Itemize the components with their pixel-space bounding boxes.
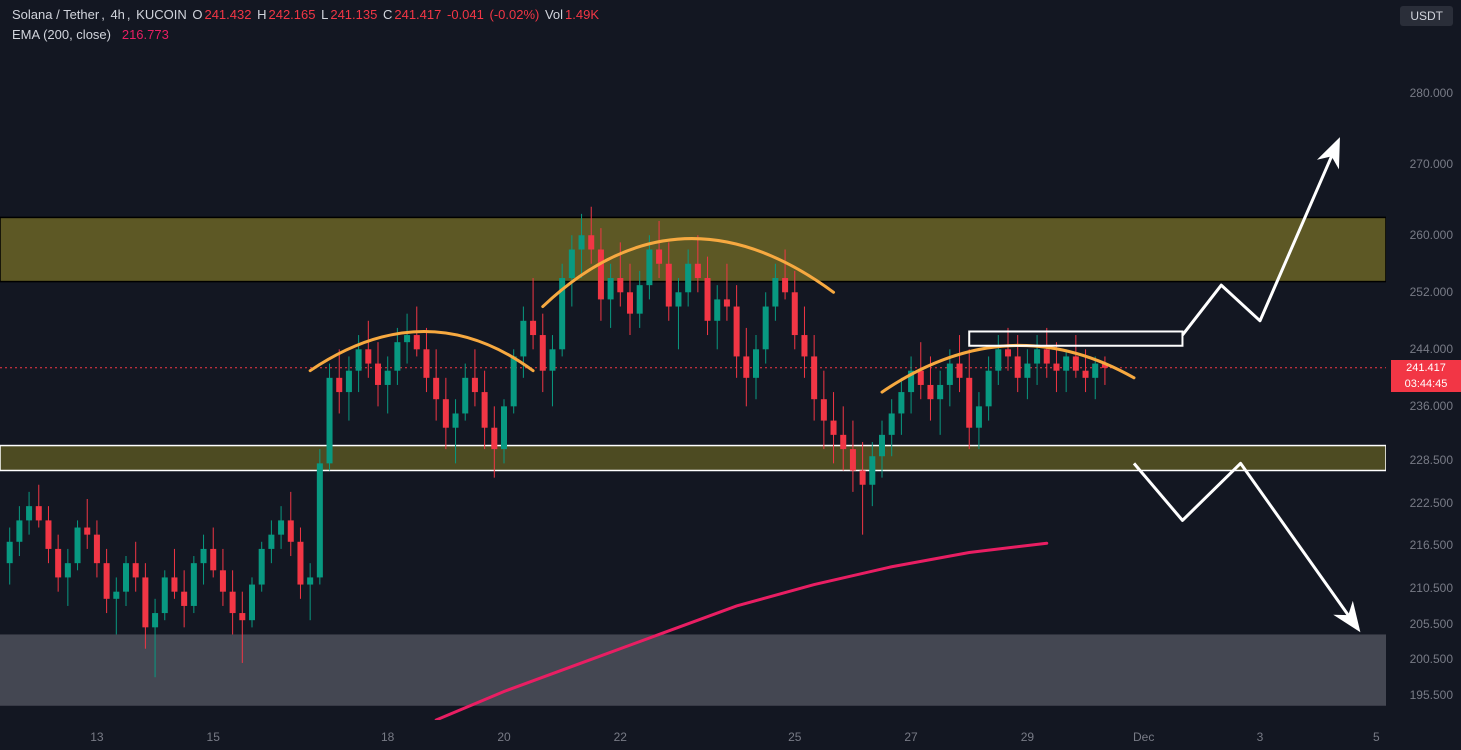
- x-axis-tick: 5: [1373, 730, 1380, 744]
- bar-countdown: 03:44:45: [1391, 376, 1461, 392]
- plot-area[interactable]: [0, 0, 1386, 720]
- exchange: KUCOIN: [136, 7, 187, 22]
- y-axis-tick: 200.500: [1410, 652, 1453, 666]
- x-axis-tick: Dec: [1133, 730, 1154, 744]
- open-value: 241.432: [204, 7, 251, 22]
- y-axis-tick: 270.000: [1410, 157, 1453, 171]
- current-price-tag: 241.417: [1391, 360, 1461, 376]
- trading-chart[interactable]: Solana / Tether, 4h, KUCOIN O241.432 H24…: [0, 0, 1461, 750]
- ema-value: 216.773: [122, 27, 169, 42]
- x-axis-tick: 25: [788, 730, 801, 744]
- y-axis-tick: 244.000: [1410, 342, 1453, 356]
- low-value: 241.135: [330, 7, 377, 22]
- price-axis[interactable]: 290.000280.000270.000260.000252.000244.0…: [1386, 0, 1461, 720]
- x-axis-tick: 15: [207, 730, 220, 744]
- y-axis-tick: 280.000: [1410, 86, 1453, 100]
- ema-label: EMA (200, close): [12, 27, 111, 42]
- x-axis-tick: 22: [614, 730, 627, 744]
- y-axis-tick: 260.000: [1410, 228, 1453, 242]
- x-axis-tick: 3: [1257, 730, 1264, 744]
- symbol-name: Solana / Tether: [12, 7, 99, 22]
- y-axis-tick: 216.500: [1410, 538, 1453, 552]
- chart-header: Solana / Tether, 4h, KUCOIN O241.432 H24…: [12, 6, 601, 44]
- change-value: -0.041: [447, 7, 484, 22]
- y-axis-tick: 195.500: [1410, 688, 1453, 702]
- high-value: 242.165: [268, 7, 315, 22]
- y-axis-tick: 236.000: [1410, 399, 1453, 413]
- x-axis-tick: 27: [904, 730, 917, 744]
- y-axis-tick: 205.500: [1410, 617, 1453, 631]
- x-axis-tick: 20: [497, 730, 510, 744]
- x-axis-tick: 18: [381, 730, 394, 744]
- x-axis-tick: 29: [1021, 730, 1034, 744]
- close-value: 241.417: [394, 7, 441, 22]
- y-axis-tick: 222.500: [1410, 496, 1453, 510]
- timeframe: 4h: [110, 7, 124, 22]
- volume-value: 1.49K: [565, 7, 599, 22]
- quote-currency-badge[interactable]: USDT: [1400, 6, 1453, 26]
- change-pct: (-0.02%): [489, 7, 539, 22]
- y-axis-tick: 252.000: [1410, 285, 1453, 299]
- y-axis-tick: 228.500: [1410, 453, 1453, 467]
- y-axis-tick: 210.500: [1410, 581, 1453, 595]
- time-axis[interactable]: 13 15 18 20 22 25 27 29 Dec 3 5: [0, 720, 1386, 750]
- x-axis-tick: 13: [90, 730, 103, 744]
- chart-svg: [0, 0, 1386, 720]
